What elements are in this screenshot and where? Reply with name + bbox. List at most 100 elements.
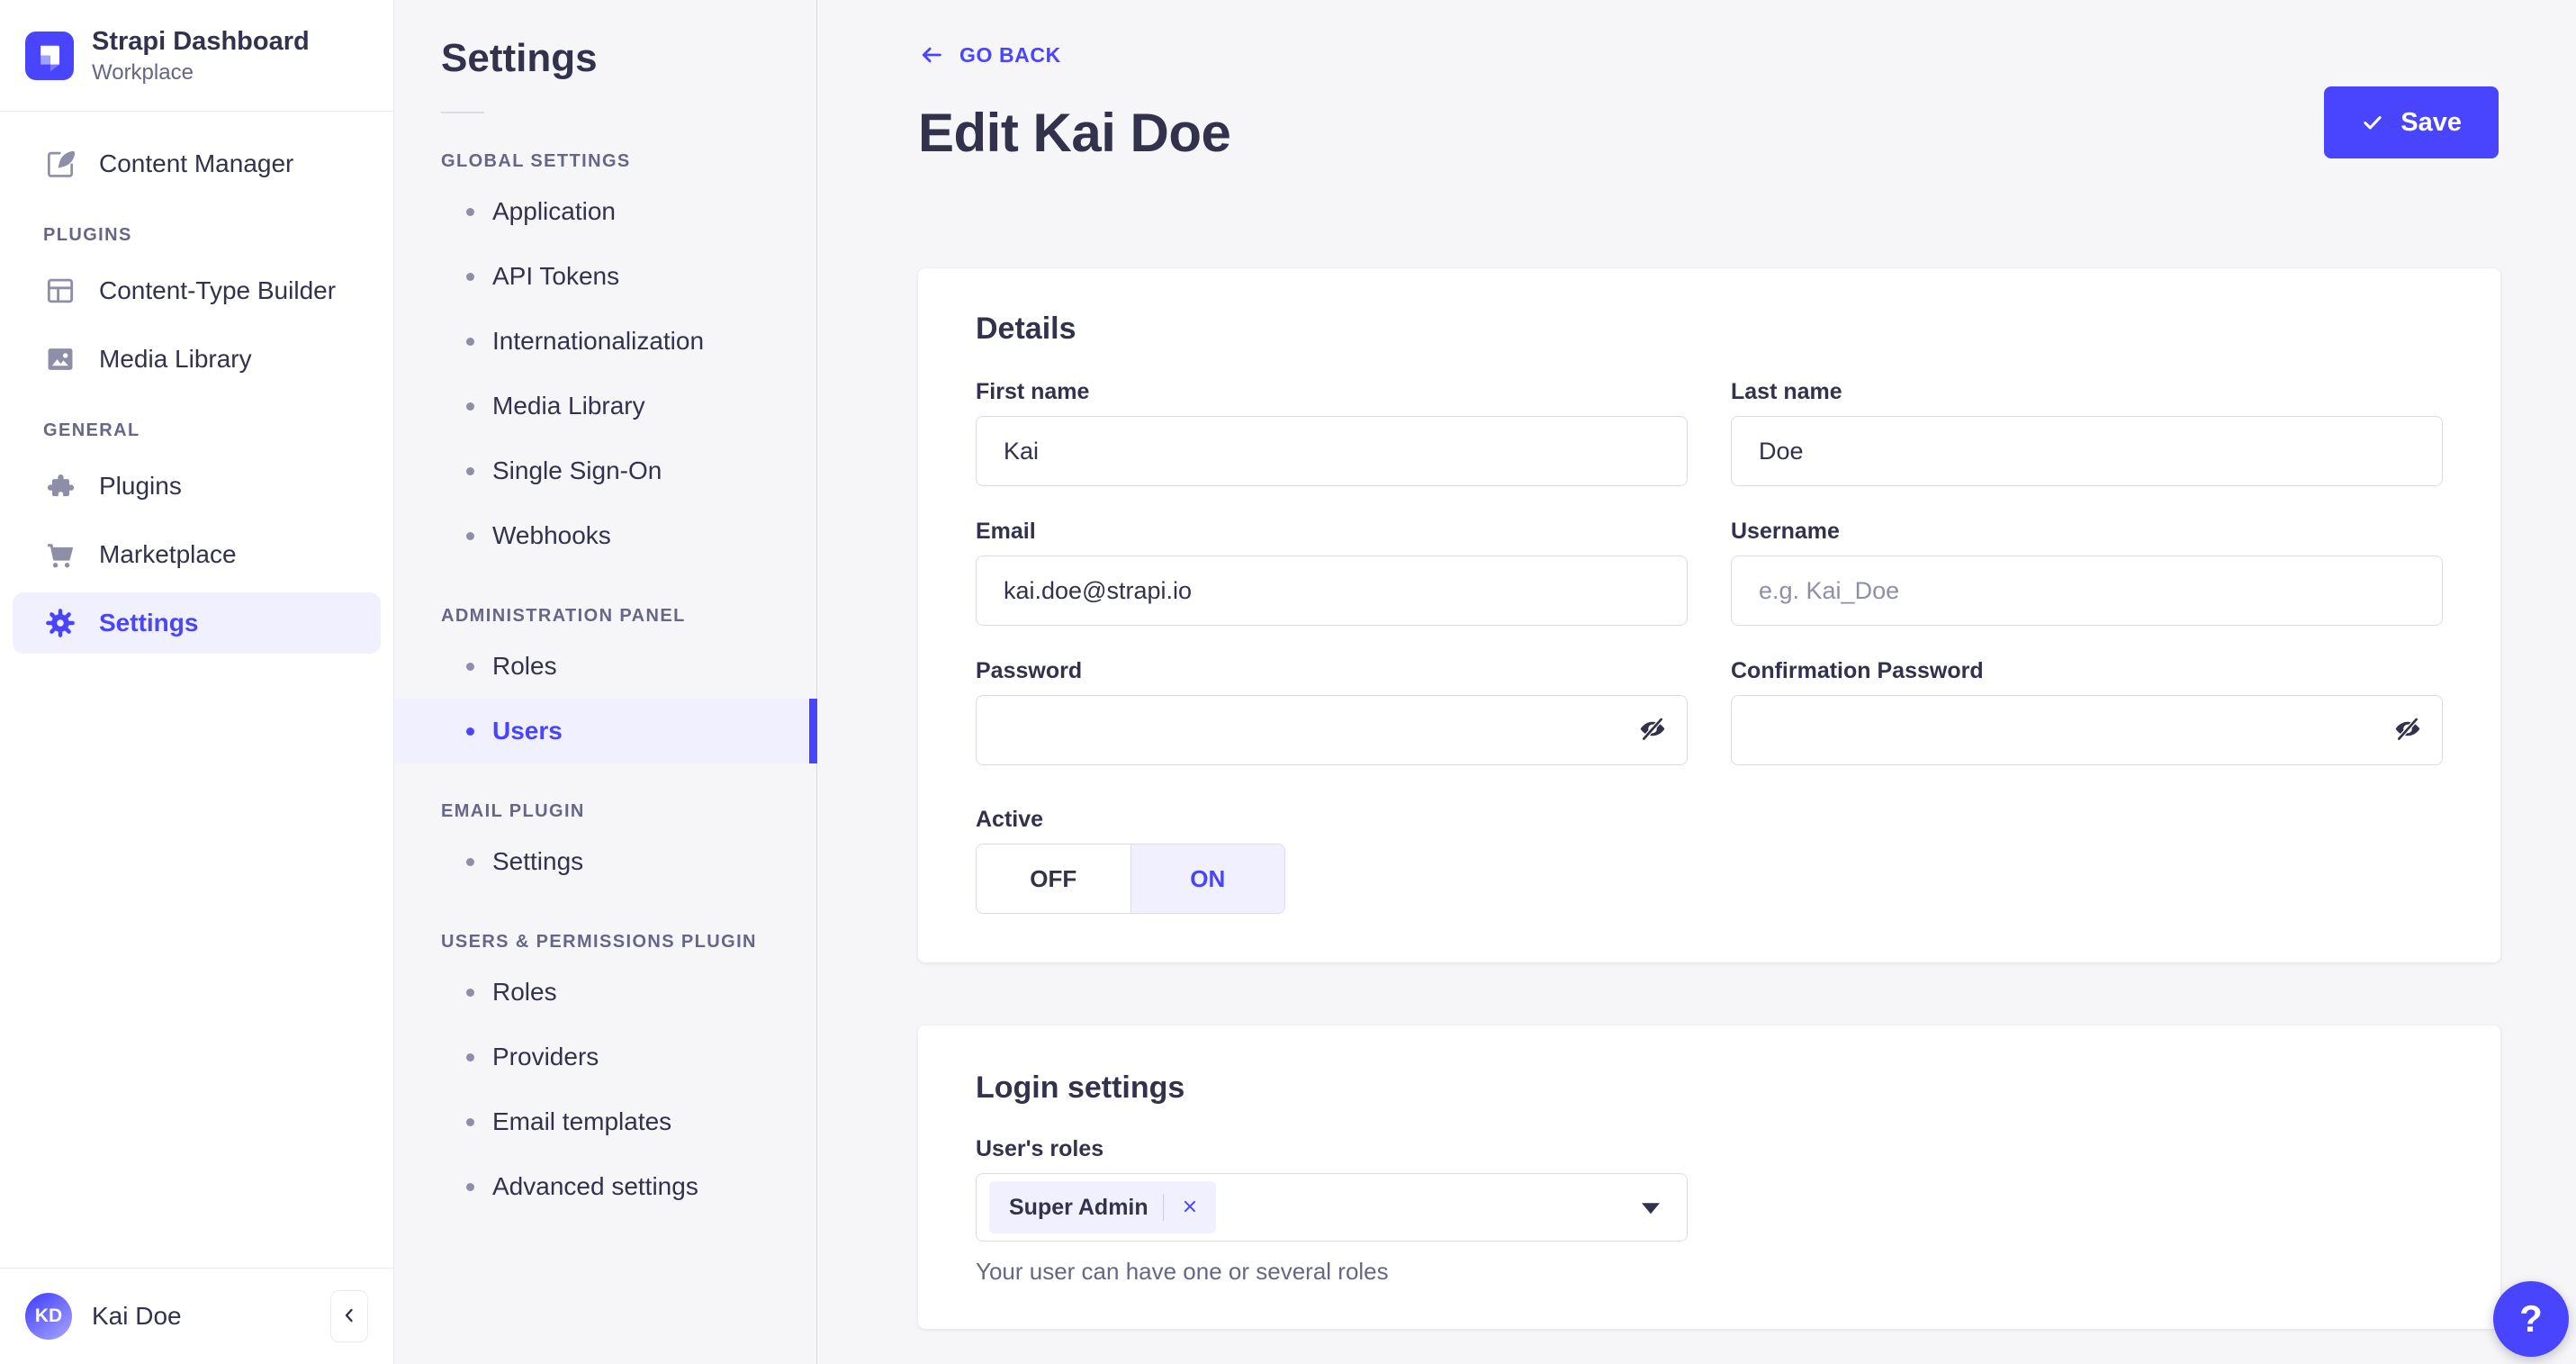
email-field[interactable] (976, 556, 1688, 626)
subnav-section-header: USERS & PERMISSIONS PLUGIN (441, 932, 757, 952)
active-toggle-on[interactable]: ON (1130, 845, 1284, 913)
active-label: Active (976, 807, 1044, 832)
details-card-title: Details (976, 312, 1076, 346)
save-button[interactable]: Save (2324, 86, 2499, 158)
toggle-confirmation-password-visibility-button[interactable] (2385, 707, 2430, 754)
subnav-item-media-library[interactable]: Media Library (394, 374, 816, 438)
subnav-item-up-advanced-settings[interactable]: Advanced settings (394, 1154, 816, 1219)
username-label: Username (1731, 519, 1840, 544)
question-mark-icon: ? (2519, 1297, 2543, 1340)
bullet-icon (466, 272, 474, 281)
confirmation-password-input[interactable] (1731, 695, 2443, 765)
sidebar-item-content-type-builder[interactable]: Content-Type Builder (13, 260, 381, 321)
subnav-item-single-sign-on[interactable]: Single Sign-On (394, 438, 816, 503)
subnav-item-label: API Tokens (492, 262, 620, 290)
subnav-item-api-tokens[interactable]: API Tokens (394, 244, 816, 309)
bullet-icon (466, 662, 474, 671)
details-fields-grid: First name Last name Email (976, 379, 2443, 765)
active-indicator (809, 699, 817, 763)
avatar[interactable]: KD (25, 1293, 72, 1340)
sidebar-item-label: Plugins (99, 472, 182, 501)
subnav-section-global-settings: GLOBAL SETTINGS Application API Tokens I… (394, 151, 816, 568)
confirmation-password-field-group: Confirmation Password (1731, 658, 2443, 765)
roles-helper-text: Your user can have one or several roles (976, 1258, 1389, 1285)
password-input-wrap (976, 695, 1688, 765)
subnav-item-internationalization[interactable]: Internationalization (394, 309, 816, 374)
brand-subtitle: Workplace (92, 60, 194, 86)
collapse-sidebar-button[interactable] (330, 1290, 368, 1342)
gear-icon (43, 606, 77, 640)
toggle-password-visibility-button[interactable] (1630, 707, 1675, 754)
settings-subnav: Settings GLOBAL SETTINGS Application API… (394, 0, 817, 1364)
subnav-item-label: Email templates (492, 1107, 672, 1135)
subnav-divider (441, 112, 484, 113)
sidebar-item-marketplace[interactable]: Marketplace (13, 524, 381, 585)
bullet-icon (466, 402, 474, 411)
active-toggle-off[interactable]: OFF (977, 845, 1130, 913)
subnav-item-admin-roles[interactable]: Roles (394, 634, 816, 699)
sidebar-item-settings[interactable]: Settings (13, 592, 381, 655)
last-name-input[interactable] (1731, 416, 2443, 486)
pencil-square-icon (43, 147, 77, 181)
first-name-input[interactable] (976, 416, 1688, 486)
username-input-wrap (1731, 556, 2443, 626)
active-toggle: OFF ON (976, 844, 1285, 914)
cart-icon (43, 537, 77, 572)
sidebar-item-label: Content-Type Builder (99, 276, 337, 305)
subnav-item-label: Advanced settings (492, 1172, 698, 1200)
sidebar-item-plugins[interactable]: Plugins (13, 456, 381, 517)
subnav-item-label: Providers (492, 1043, 599, 1070)
active-toggle-group: Active OFF ON (976, 807, 2443, 914)
subnav-item-application[interactable]: Application (394, 179, 816, 244)
brand-block[interactable]: Strapi Dashboard Workplace (0, 0, 393, 113)
role-tag-super-admin: Super Admin (989, 1181, 1216, 1233)
login-settings-title: Login settings (976, 1070, 1185, 1105)
subnav-item-up-roles[interactable]: Roles (394, 960, 816, 1025)
save-button-label: Save (2400, 107, 2462, 137)
caret-down-icon (1642, 1203, 1660, 1215)
subnav-section-header: GLOBAL SETTINGS (441, 151, 631, 171)
subnav-item-label: Settings (492, 847, 584, 875)
sidebar-item-content-manager[interactable]: Content Manager (13, 133, 381, 194)
page-title: Edit Kai Doe (918, 103, 1231, 163)
main-content: GO BACK Edit Kai Doe Save Details First … (817, 0, 2576, 1364)
subnav-item-webhooks[interactable]: Webhooks (394, 503, 816, 568)
username-input[interactable] (1731, 556, 2443, 626)
subnav-item-email-settings[interactable]: Settings (394, 829, 816, 894)
bullet-icon (466, 466, 474, 475)
brand-text: Strapi Dashboard Workplace (92, 25, 310, 86)
details-card: Details First name Last name Email (918, 268, 2500, 962)
email-field-group: Email (976, 519, 1688, 626)
subnav-item-up-email-templates[interactable]: Email templates (394, 1089, 816, 1154)
last-name-field-group: Last name (1731, 379, 2443, 486)
user-roles-label: User's roles (976, 1136, 1104, 1161)
subnav-item-label: Single Sign-On (492, 456, 662, 484)
bullet-icon (466, 531, 474, 540)
subnav-item-label: Roles (492, 978, 557, 1006)
subnav-item-label: Application (492, 197, 616, 225)
bullet-icon (466, 1117, 474, 1126)
close-icon (1180, 1197, 1200, 1219)
help-button[interactable]: ? (2493, 1281, 2569, 1357)
sidebar-item-media-library[interactable]: Media Library (13, 329, 381, 390)
bullet-icon (466, 727, 474, 736)
password-input[interactable] (976, 695, 1688, 765)
sidebar-item-label: Settings (99, 609, 199, 637)
arrow-left-icon (918, 41, 945, 68)
first-name-input-wrap (976, 416, 1688, 486)
remove-role-button[interactable] (1178, 1195, 1202, 1221)
subnav-item-up-providers[interactable]: Providers (394, 1025, 816, 1089)
subnav-item-label: Webhooks (492, 521, 611, 549)
go-back-label: GO BACK (959, 42, 1061, 67)
last-name-input-wrap (1731, 416, 2443, 486)
user-roles-select[interactable]: Super Admin (976, 1173, 1688, 1242)
subnav-section-administration-panel: ADMINISTRATION PANEL Roles Users (394, 606, 817, 763)
go-back-link[interactable]: GO BACK (918, 41, 1061, 68)
main-sidebar: Strapi Dashboard Workplace Content Manag… (0, 0, 394, 1364)
chevron-left-icon (338, 1305, 360, 1329)
subnav-section-header: ADMINISTRATION PANEL (441, 606, 686, 626)
subnav-item-admin-users[interactable]: Users (394, 699, 817, 763)
check-icon (2361, 111, 2384, 134)
subnav-section-email-plugin: EMAIL PLUGIN Settings (394, 801, 816, 894)
bullet-icon (466, 1052, 474, 1061)
